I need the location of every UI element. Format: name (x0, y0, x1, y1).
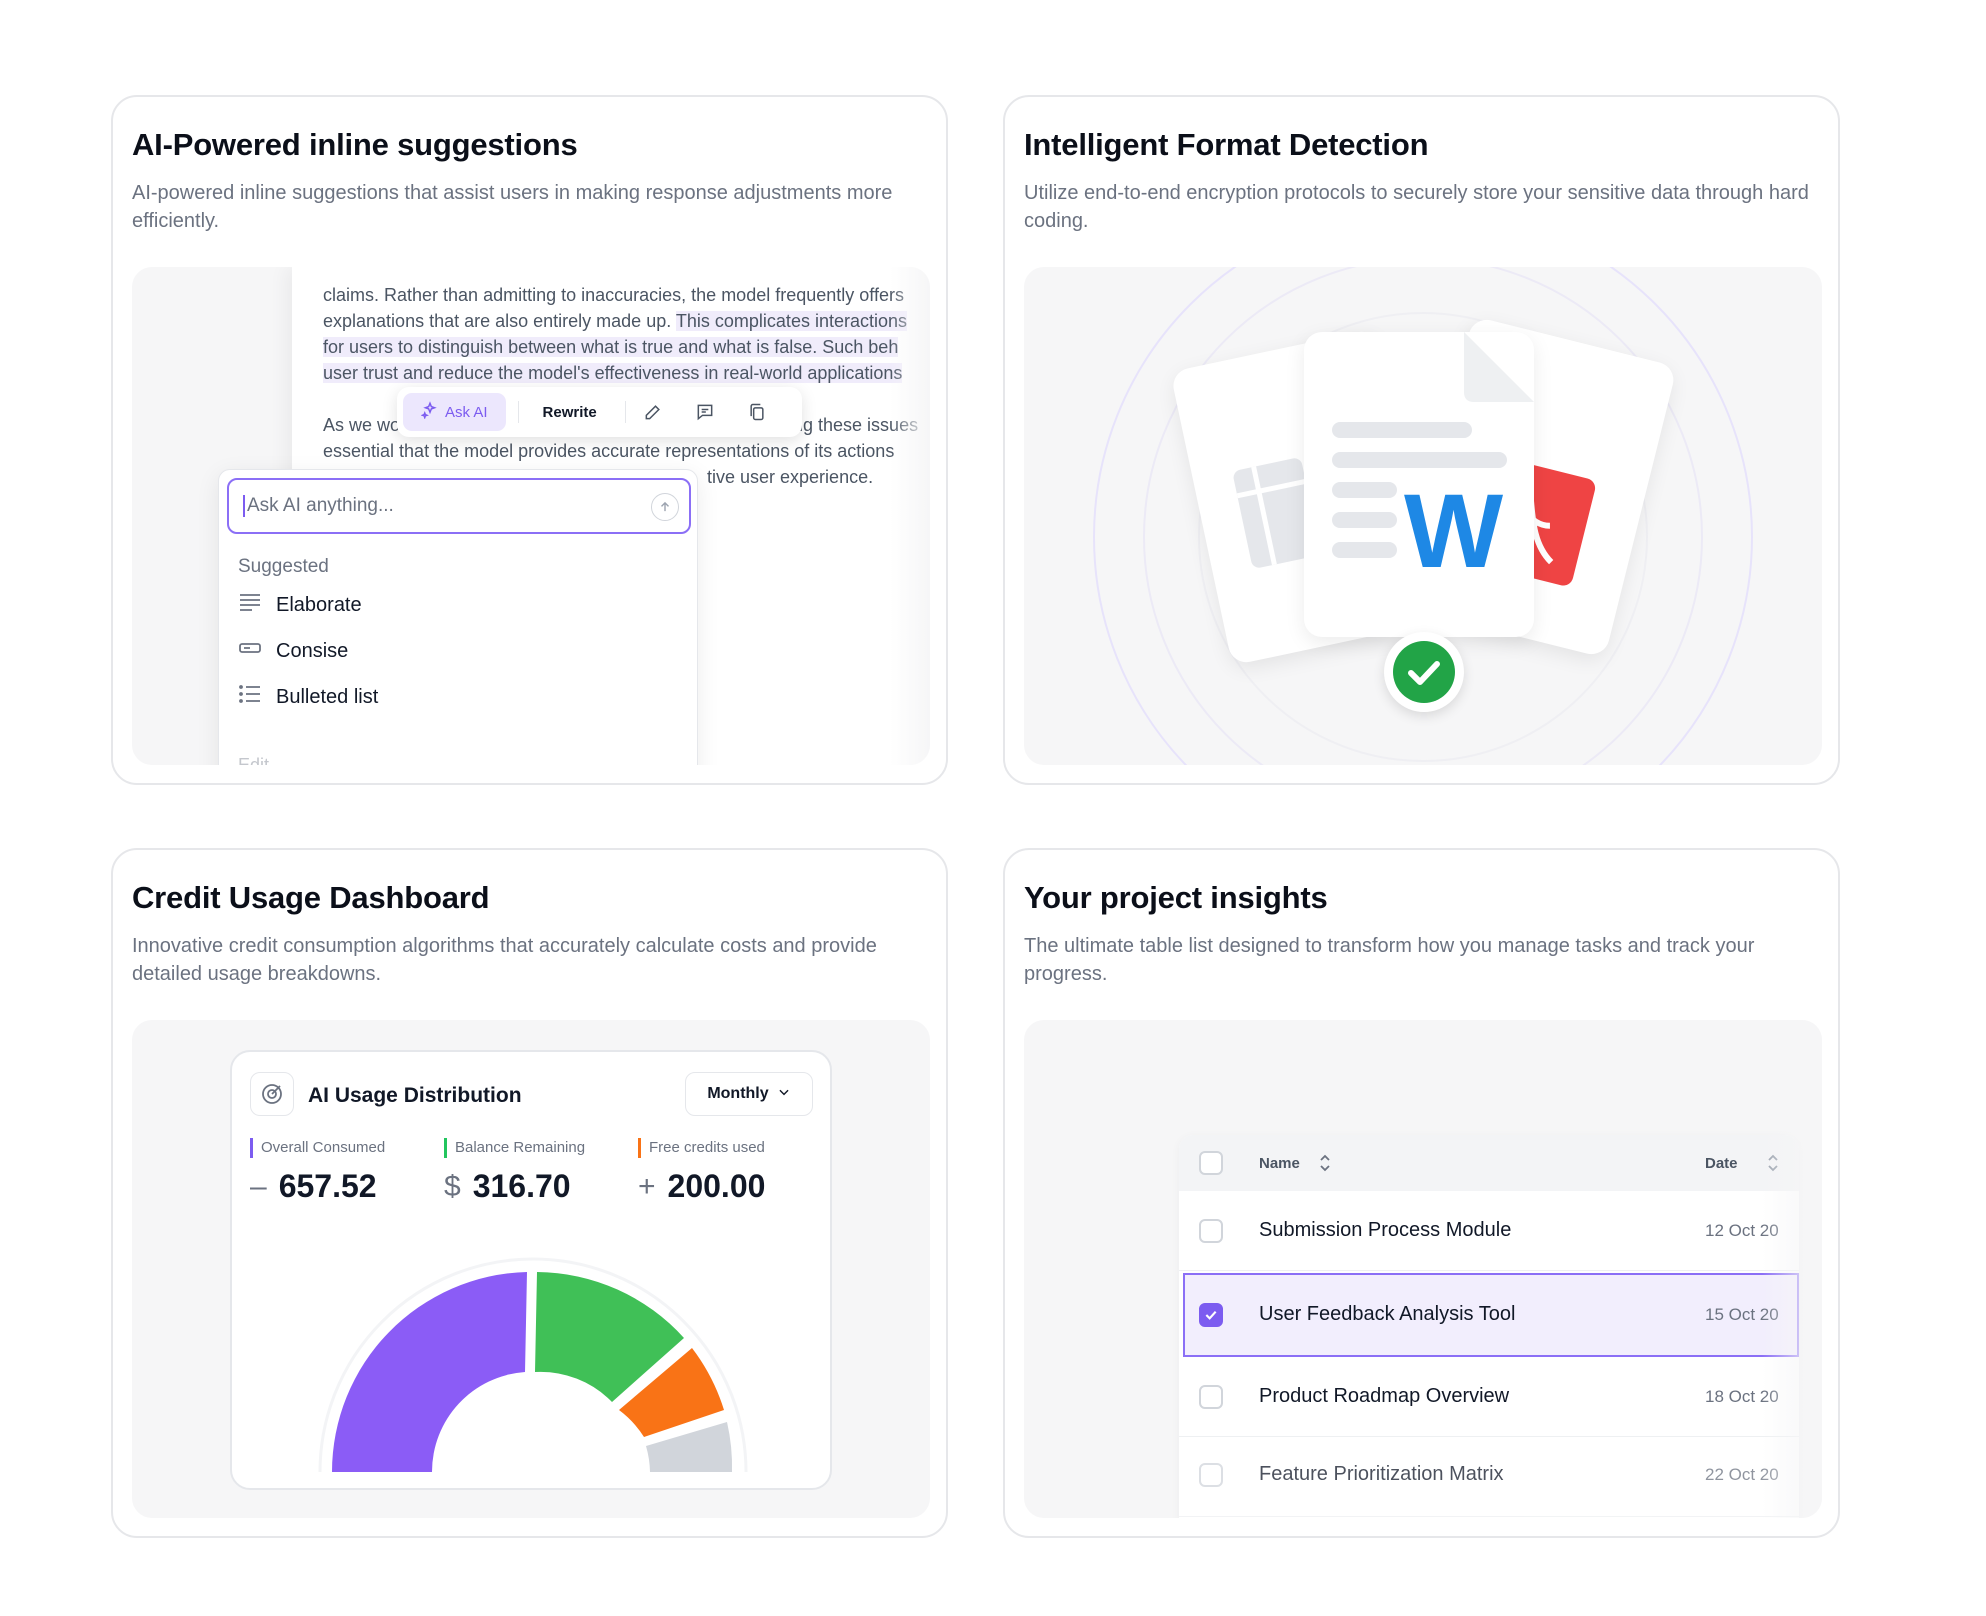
card-title: Intelligent Format Detection (1024, 127, 1429, 162)
suggestion-elaborate[interactable]: Elaborate (238, 592, 362, 618)
target-icon (250, 1072, 294, 1116)
column-date-header[interactable]: Date (1705, 1154, 1738, 1172)
credit-demo: AI Usage Distribution Monthly Overall Co… (132, 1020, 930, 1518)
credit-usage-card: Credit Usage Dashboard Innovative credit… (111, 848, 948, 1538)
column-name-header[interactable]: Name (1259, 1154, 1300, 1172)
card-title: AI-Powered inline suggestions (132, 127, 578, 162)
ask-ai-popup: Ask AI anything... Suggested Elaborate C… (218, 469, 698, 765)
rewrite-button[interactable]: Rewrite (542, 403, 597, 421)
shorten-icon (238, 638, 262, 664)
word-file-icon: W (1304, 332, 1534, 637)
ask-ai-input[interactable]: Ask AI anything... (227, 478, 691, 534)
stat-balance-remaining: Balance Remaining $316.70 (444, 1138, 586, 1204)
doc-line: explanations that are also entirely made… (323, 311, 672, 331)
gauge-segment-remaining (646, 1422, 733, 1472)
highlighted-text: user trust and reduce the model's effect… (323, 363, 903, 383)
edit-section-label: Edit (238, 755, 270, 765)
project-table: Name Date Submission Process Module 12 O… (1179, 1135, 1799, 1518)
table-row-selected[interactable]: User Feedback Analysis Tool 15 Oct 20 (1183, 1273, 1799, 1357)
widget-title: AI Usage Distribution (308, 1084, 522, 1107)
send-arrow-icon[interactable] (651, 493, 679, 521)
list-icon (238, 684, 262, 710)
stat-overall-consumed: Overall Consumed –657.52 (250, 1138, 386, 1204)
check-badge-icon (1384, 632, 1464, 712)
ask-ai-button[interactable]: Ask AI (403, 393, 506, 431)
spreadsheet-file-icon (1170, 328, 1438, 666)
card-description: Utilize end-to-end encryption protocols … (1024, 182, 1809, 232)
chevron-down-icon (777, 1085, 791, 1104)
highlighted-text: This complicates interactions (675, 311, 907, 331)
card-title: Your project insights (1024, 880, 1328, 915)
gauge-segment-balance (535, 1272, 684, 1402)
table-row[interactable]: Submission Process Module 12 Oct 20 (1179, 1191, 1799, 1271)
copy-icon[interactable] (746, 401, 768, 423)
usage-gauge (318, 1257, 748, 1473)
check-icon (1205, 1310, 1217, 1320)
doc-line: tive user experience. (707, 467, 874, 487)
sparkle-icon (420, 401, 439, 423)
project-insights-card: Your project insights The ultimate table… (1003, 848, 1840, 1538)
gauge-segment-consumed (332, 1272, 527, 1472)
highlighted-text: for users to distinguish between what is… (323, 337, 899, 357)
pen-icon[interactable] (642, 401, 664, 423)
word-letter: W (1404, 473, 1503, 590)
select-all-checkbox[interactable] (1199, 1151, 1223, 1175)
format-detection-card: Intelligent Format Detection Utilize end… (1003, 95, 1840, 785)
format-illustration: W (1024, 267, 1822, 765)
comment-icon[interactable] (694, 401, 716, 423)
card-title: Credit Usage Dashboard (132, 880, 490, 915)
period-dropdown[interactable]: Monthly (685, 1072, 813, 1116)
row-checkbox[interactable] (1199, 1219, 1223, 1243)
insights-demo: Name Date Submission Process Module 12 O… (1024, 1020, 1822, 1518)
card-description: The ultimate table list designed to tran… (1024, 935, 1755, 985)
row-checkbox-checked[interactable] (1199, 1303, 1223, 1327)
usage-widget: AI Usage Distribution Monthly Overall Co… (230, 1050, 832, 1490)
doc-line: essential that the model provides accura… (323, 441, 895, 461)
inline-demo: claims. Rather than admitting to inaccur… (132, 267, 930, 765)
sort-icon[interactable] (1319, 1153, 1331, 1177)
card-description: AI-powered inline suggestions that assis… (132, 182, 893, 232)
row-checkbox[interactable] (1199, 1385, 1223, 1409)
stat-free-credits: Free credits used +200.00 (638, 1138, 766, 1204)
inline-suggestions-card: AI-Powered inline suggestions AI-powered… (111, 95, 948, 785)
row-checkbox[interactable] (1199, 1463, 1223, 1487)
table-row[interactable]: Feature Prioritization Matrix 22 Oct 20 (1179, 1437, 1799, 1517)
gauge-segment-free (619, 1348, 724, 1437)
card-description: Innovative credit consumption algorithms… (132, 935, 877, 985)
suggestion-concise[interactable]: Consise (238, 638, 348, 664)
ask-ai-placeholder: Ask AI anything... (247, 495, 394, 516)
suggested-label: Suggested (238, 556, 329, 577)
table-header: Name Date (1179, 1135, 1799, 1191)
inline-toolbar: Ask AI Rewrite (397, 387, 802, 437)
document-text: claims. Rather than admitting to inaccur… (292, 267, 930, 765)
table-row[interactable]: Product Roadmap Overview 18 Oct 20 (1179, 1359, 1799, 1437)
paragraph-icon (238, 592, 262, 618)
doc-line: As we wo (323, 415, 401, 435)
doc-line: ing these issues (789, 415, 919, 435)
suggestion-bulleted-list[interactable]: Bulleted list (238, 684, 378, 710)
doc-line: claims. Rather than admitting to inaccur… (323, 285, 904, 305)
